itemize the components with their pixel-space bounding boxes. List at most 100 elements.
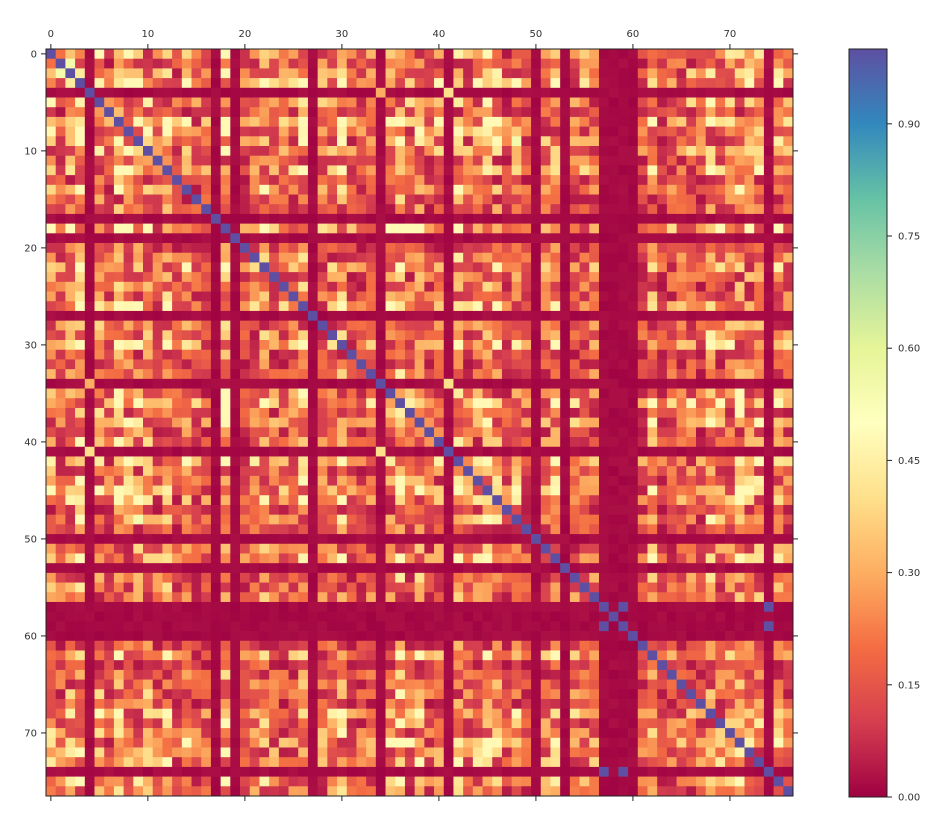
heatmap-cell [783, 534, 794, 545]
heatmap-cell [666, 485, 677, 496]
heatmap-cell [521, 126, 532, 137]
heatmap-cell [94, 107, 105, 118]
heatmap-cell [133, 650, 144, 661]
heatmap-cell [754, 291, 765, 302]
heatmap-cell [278, 310, 289, 321]
heatmap-cell [75, 116, 86, 127]
heatmap-cell [327, 631, 338, 642]
heatmap-cell [657, 262, 668, 273]
heatmap-cell [773, 466, 784, 477]
heatmap-cell [259, 669, 270, 680]
heatmap-cell [637, 272, 648, 283]
heatmap-cell [773, 330, 784, 341]
heatmap-cell [346, 340, 357, 351]
heatmap-cell [210, 495, 221, 506]
heatmap-cell [434, 407, 445, 418]
heatmap-cell [618, 388, 629, 399]
heatmap-cell [191, 437, 202, 448]
heatmap-cell [94, 301, 105, 312]
heatmap-cell [191, 281, 202, 292]
heatmap-cell [75, 446, 86, 457]
heatmap-cell [531, 485, 542, 496]
heatmap-cell [269, 563, 280, 574]
heatmap-cell [201, 213, 212, 224]
heatmap-cell [453, 669, 464, 680]
heatmap-cell [337, 660, 348, 671]
heatmap-cell [172, 446, 183, 457]
heatmap-cell [715, 262, 726, 273]
heatmap-cell [259, 223, 270, 234]
heatmap-cell [249, 572, 260, 583]
heatmap-cell [734, 262, 745, 273]
heatmap-cell [191, 78, 202, 89]
heatmap-cell [346, 466, 357, 477]
heatmap-cell [521, 446, 532, 457]
heatmap-cell [763, 592, 774, 603]
heatmap-cell [113, 320, 124, 331]
heatmap-cell [307, 495, 318, 506]
heatmap-cell [725, 165, 736, 176]
heatmap-cell [356, 146, 367, 157]
heatmap-cell [686, 301, 697, 312]
heatmap-cell [249, 184, 260, 195]
heatmap-cell [356, 262, 367, 273]
heatmap-cell [569, 223, 580, 234]
heatmap-cell [210, 126, 221, 137]
heatmap-cell [715, 126, 726, 137]
heatmap-cell [734, 369, 745, 380]
heatmap-cell [579, 427, 590, 438]
heatmap-cell [676, 621, 687, 632]
heatmap-cell [220, 136, 231, 147]
heatmap-cell [734, 582, 745, 593]
heatmap-cell [75, 611, 86, 622]
heatmap-cell [172, 631, 183, 642]
heatmap-cell [414, 165, 425, 176]
heatmap-cell [482, 291, 493, 302]
heatmap-cell [143, 398, 154, 409]
heatmap-cell [579, 407, 590, 418]
heatmap-cell [375, 349, 386, 360]
heatmap-cell [569, 252, 580, 263]
heatmap-cell [657, 369, 668, 380]
heatmap-cell [492, 398, 503, 409]
heatmap-cell [366, 582, 377, 593]
heatmap-cell [443, 650, 454, 661]
heatmap-cell [618, 369, 629, 380]
heatmap-cell [269, 320, 280, 331]
heatmap-cell [65, 243, 76, 254]
heatmap-cell [540, 243, 551, 254]
heatmap-cell [201, 495, 212, 506]
heatmap-cell [288, 466, 299, 477]
heatmap-cell [375, 524, 386, 535]
heatmap-cell [46, 640, 57, 651]
heatmap-cell [201, 126, 212, 137]
heatmap-cell [278, 359, 289, 370]
heatmap-cell [395, 349, 406, 360]
heatmap-cell [269, 631, 280, 642]
heatmap-cell [162, 223, 173, 234]
heatmap-cell [560, 136, 571, 147]
heatmap-cell [133, 184, 144, 195]
heatmap-cell [162, 243, 173, 254]
heatmap-cell [666, 165, 677, 176]
heatmap-cell [55, 107, 66, 118]
heatmap-cell [84, 504, 95, 516]
heatmap-cell [695, 49, 707, 60]
heatmap-cell [395, 378, 406, 389]
heatmap-cell [686, 534, 697, 545]
heatmap-cell [783, 78, 794, 89]
heatmap-cell [152, 194, 163, 205]
heatmap-cell [269, 369, 280, 380]
heatmap-cell [269, 126, 280, 137]
heatmap-cell [492, 407, 503, 418]
heatmap-cell [531, 543, 542, 554]
heatmap-cell [375, 388, 386, 399]
heatmap-cell [628, 398, 639, 409]
heatmap-cell [65, 563, 76, 574]
heatmap-cell [395, 504, 406, 516]
heatmap-cell [637, 126, 648, 137]
heatmap-cell [531, 466, 542, 477]
heatmap-cell [773, 155, 784, 166]
heatmap-cell [579, 87, 590, 98]
heatmap-cell [589, 310, 600, 321]
